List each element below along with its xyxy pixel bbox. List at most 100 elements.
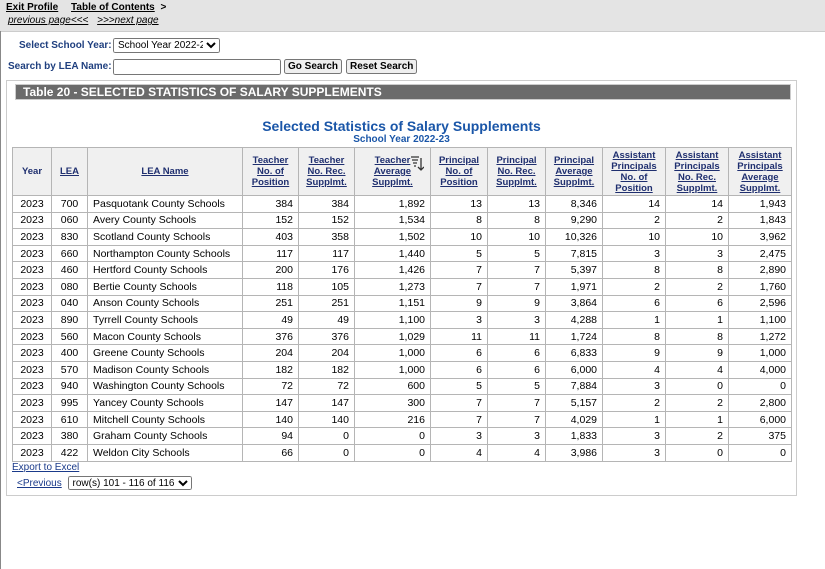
table-cell: 9 — [665, 344, 729, 362]
table-cell: 6,000 — [728, 410, 792, 429]
sort-icon[interactable] — [410, 156, 424, 172]
table-cell: 251 — [242, 294, 299, 313]
next-page-link[interactable]: >>>next page — [97, 15, 159, 26]
table-bar: Table 20 - SELECTED STATISTICS OF SALARY… — [15, 84, 791, 100]
table-cell: 2023 — [12, 294, 52, 313]
table-cell: 4,288 — [545, 311, 603, 329]
table-cell: 2 — [665, 277, 729, 296]
table-cell: 72 — [298, 377, 355, 396]
toc-link[interactable]: Table of Contents — [71, 2, 155, 13]
lea-input[interactable] — [113, 59, 281, 75]
table-row: 2023 460 Hertford County Schools 200 176 1,42… — [12, 261, 792, 279]
sort-link[interactable]: Assistant Principals No. Rec. Supplmt. — [674, 149, 720, 194]
year-select[interactable]: School Year 2022-23 — [113, 38, 220, 53]
separator: > — [160, 2, 167, 13]
column-header: Teacher No. of Position — [242, 147, 299, 196]
table-cell: Washington County Schools — [87, 377, 243, 396]
exit-link[interactable]: Exit Profile — [6, 2, 59, 13]
table-cell: 940 — [51, 377, 88, 396]
column-header: Principal No. Rec. Supplmt. — [487, 147, 546, 196]
table-cell: 080 — [51, 277, 88, 296]
table-cell: 216 — [354, 410, 431, 429]
export-link[interactable]: Export to Excel — [12, 462, 80, 473]
table-cell: 6 — [602, 294, 666, 313]
table-cell: 460 — [51, 261, 88, 279]
sort-link[interactable]: LEA — [60, 166, 79, 177]
table-cell: 4,029 — [545, 410, 603, 429]
table-cell: 1 — [602, 410, 666, 429]
table-cell: 2,890 — [728, 261, 792, 279]
table-cell: 5 — [430, 244, 488, 263]
sort-link[interactable]: Principal No. of Position — [438, 155, 480, 188]
table-cell: 11 — [430, 327, 488, 346]
sort-link[interactable]: Principal No. Rec. Supplmt. — [496, 155, 537, 188]
page-nav: previous page<<< >>>next page — [8, 15, 165, 26]
table-cell: 358 — [298, 228, 355, 246]
table-cell: Weldon City Schools — [87, 443, 243, 462]
table-cell: 1,760 — [728, 277, 792, 296]
table-cell: 6 — [487, 360, 546, 379]
sort-link[interactable]: Teacher No. Rec. Supplmt. — [306, 155, 347, 188]
table-cell: 403 — [242, 228, 299, 246]
table-cell: 147 — [242, 394, 299, 412]
table-row: 2023 380 Graham County Schools 94 0 0 3 3 1,833 3… — [12, 427, 792, 445]
table-cell: 610 — [51, 410, 88, 429]
go-button[interactable]: Go Search — [284, 59, 343, 74]
table-cell: 152 — [242, 211, 299, 230]
sort-link[interactable]: LEA Name — [141, 166, 189, 177]
table-cell: 105 — [298, 277, 355, 296]
prev-page-link[interactable]: previous page<<< — [8, 15, 89, 26]
table-cell: 2023 — [12, 344, 52, 362]
table-cell: 600 — [354, 377, 431, 396]
table-cell: 376 — [242, 327, 299, 346]
sort-link[interactable]: Assistant Principals No. of Position — [611, 149, 657, 194]
nav-links: Exit Profile Table of Contents > — [6, 2, 166, 13]
table-cell: 4,000 — [728, 360, 792, 379]
column-header: Teacher Average Supplmt. — [354, 147, 431, 196]
column-header: Principal Average Supplmt. — [545, 147, 603, 196]
table-cell: 6,000 — [545, 360, 603, 379]
table-cell: 10 — [665, 228, 729, 246]
table-cell: 422 — [51, 443, 88, 462]
table-cell: 1,272 — [728, 327, 792, 346]
table-cell: 11 — [487, 327, 546, 346]
table-cell: 204 — [298, 344, 355, 362]
previous-link[interactable]: <Previous — [17, 478, 62, 489]
table-cell: 060 — [51, 211, 88, 230]
table-cell: 890 — [51, 311, 88, 329]
table-cell: 3,962 — [728, 228, 792, 246]
table-cell: 4 — [602, 360, 666, 379]
column-header: Year — [12, 147, 52, 196]
table-cell: 570 — [51, 360, 88, 379]
rows-select[interactable]: row(s) 101 - 116 of 116 — [67, 476, 192, 490]
table-cell: 6 — [665, 294, 729, 313]
table-cell: 400 — [51, 344, 88, 362]
table-row: 2023 570 Madison County Schools 182 182 1,000… — [12, 360, 792, 379]
sort-link[interactable]: Assistant Principals Average Supplmt. — [737, 149, 783, 194]
column-header: Assistant Principals Average Supplmt. — [728, 147, 792, 196]
sort-link[interactable]: Principal Average Supplmt. — [553, 155, 595, 188]
table-cell: 1,833 — [545, 427, 603, 445]
table-cell: 10 — [602, 228, 666, 246]
table-cell: 3 — [602, 377, 666, 396]
table-cell: 200 — [242, 261, 299, 279]
table-cell: 376 — [298, 327, 355, 346]
table-cell: 49 — [298, 311, 355, 329]
table-row: 2023 422 Weldon City Schools 66 0 0 4 4 3,986 3 0 0 — [12, 443, 792, 462]
column-header: Assistant Principals No. Rec. Supplmt. — [665, 147, 729, 196]
table-row: 2023 560 Macon County Schools 376 376 1,029 11… — [12, 327, 792, 346]
table-cell: 4 — [665, 360, 729, 379]
table-cell: 300 — [354, 394, 431, 412]
table-cell: 204 — [242, 344, 299, 362]
reset-button[interactable]: Reset Search — [346, 59, 418, 74]
sort-link[interactable]: Teacher No. of Position — [251, 155, 290, 188]
table-cell: 7,884 — [545, 377, 603, 396]
sort-link[interactable]: Teacher Average Supplmt. — [372, 155, 413, 188]
table-cell: 9 — [602, 344, 666, 362]
table-cell: 7 — [487, 410, 546, 429]
table-cell: 117 — [298, 244, 355, 263]
table-cell: 380 — [51, 427, 88, 445]
report-title: Selected Statistics of Salary Supplement… — [262, 118, 541, 134]
table-cell: Macon County Schools — [87, 327, 243, 346]
table-cell: 2023 — [12, 244, 52, 263]
